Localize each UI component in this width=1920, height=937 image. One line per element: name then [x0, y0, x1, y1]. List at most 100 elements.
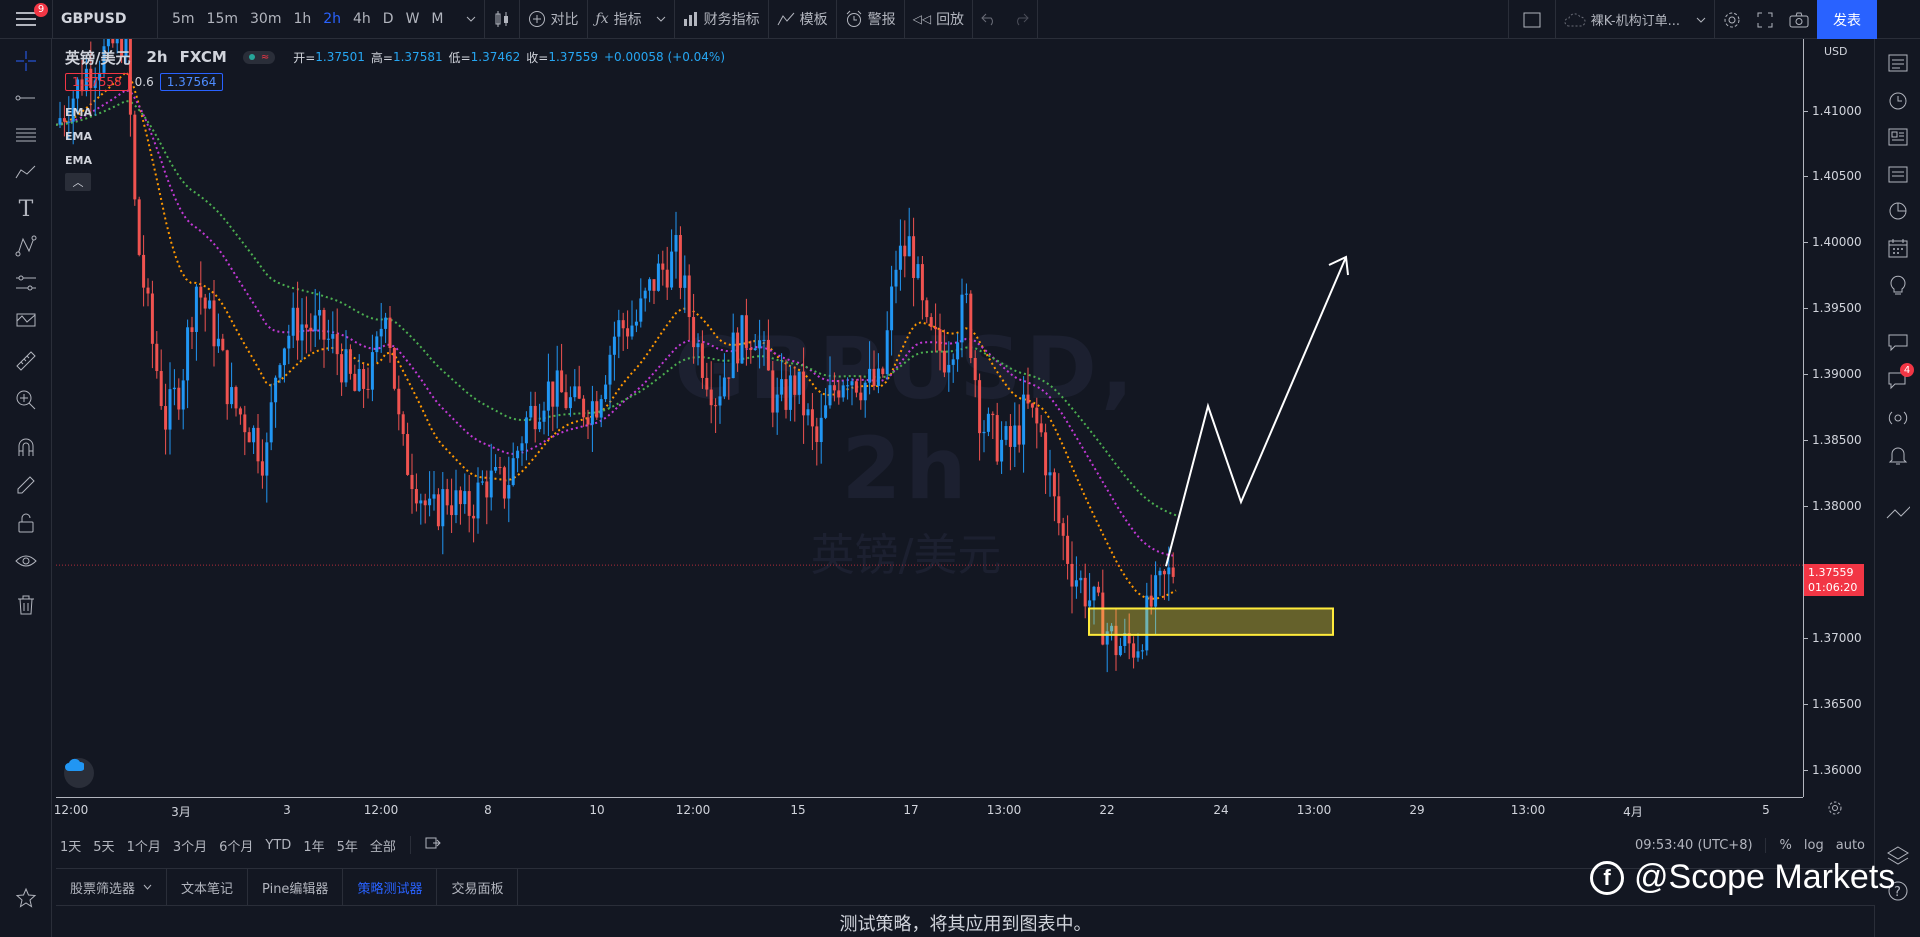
replay-button[interactable]: ◁◁ 回放	[905, 0, 972, 39]
ideas-button[interactable]	[1886, 273, 1910, 297]
range-1m[interactable]: 1个月	[126, 839, 161, 855]
delete-tool[interactable]	[14, 593, 38, 617]
chevron-down-icon	[656, 16, 665, 22]
goto-date-button[interactable]	[409, 836, 447, 854]
text-tool[interactable]: T	[14, 197, 38, 222]
data-window-button[interactable]	[1886, 162, 1910, 186]
layout-name-button[interactable]: 裸K-机构订单...	[1556, 0, 1714, 39]
candle-body	[106, 39, 110, 47]
ema-label[interactable]: EMA	[65, 130, 92, 143]
tab-trading-panel[interactable]: 交易面板	[437, 868, 519, 906]
tab-stock-screener[interactable]: 股票筛选器	[56, 868, 168, 906]
fib-tool[interactable]	[14, 123, 38, 147]
settings-button[interactable]	[1715, 0, 1749, 39]
watchlist-button[interactable]	[1886, 51, 1910, 75]
time-axis[interactable]: 12:00 3月 3 12:00 8 10 12:00 15 17 13:00 22 24 13:00 2…	[54, 797, 1803, 823]
interval-6[interactable]: D	[382, 11, 394, 27]
visibility-tool[interactable]	[14, 549, 38, 573]
candle-body	[80, 79, 84, 92]
publish-button[interactable]: 发表	[1817, 0, 1877, 39]
interval-4[interactable]: 2h	[323, 11, 342, 27]
chart-pane[interactable]: GBPUSD, 2h 英镑/美元 英镑/美元 2h FXCM ≈ 开= 1.375…	[56, 39, 1803, 797]
symbol-search-button[interactable]: GBPUSD	[61, 11, 127, 27]
interval-7[interactable]: W	[405, 11, 420, 27]
icons-tool[interactable]	[14, 308, 38, 332]
help-button[interactable]: ?	[1886, 879, 1910, 903]
redo-button[interactable]	[1005, 0, 1037, 39]
interval-5[interactable]: 4h	[353, 11, 371, 27]
news-button[interactable]	[1886, 125, 1910, 149]
chart-type-button[interactable]	[485, 0, 519, 39]
prediction-tool[interactable]	[14, 234, 38, 258]
pattern-tool[interactable]	[14, 160, 38, 184]
notifications-button[interactable]	[1886, 443, 1910, 467]
interval-8[interactable]: M	[431, 11, 444, 27]
interval-3[interactable]: 1h	[293, 11, 312, 27]
layout-grid-button[interactable]	[1509, 0, 1555, 39]
range-5y[interactable]: 5年	[336, 839, 358, 855]
cloud-sync-button[interactable]	[64, 758, 94, 788]
market-status-pill[interactable]: ≈	[242, 50, 276, 64]
price-tick: 1.38500	[1804, 433, 1862, 448]
timezone-clock[interactable]: 09:53:40 (UTC+8)	[1634, 837, 1753, 853]
compare-button[interactable]: 对比	[520, 0, 587, 39]
tab-text-notes[interactable]: 文本笔记	[167, 868, 249, 906]
range-1d[interactable]: 1天	[60, 839, 82, 855]
price-axis[interactable]: USD 1.41000 1.40500 1.40000 1.39500 1.39000 1…	[1803, 39, 1875, 797]
interval-2[interactable]: 30m	[250, 11, 282, 27]
favorites-button[interactable]	[14, 886, 38, 910]
chats-button[interactable]	[1886, 330, 1910, 354]
main-menu-button[interactable]: 9	[0, 0, 52, 39]
trendline-tool[interactable]	[14, 86, 38, 110]
fullscreen-button[interactable]	[1749, 0, 1781, 39]
ema-label[interactable]: EMA	[65, 106, 92, 119]
snapshot-button[interactable]	[1781, 0, 1817, 39]
stream-button[interactable]	[1886, 406, 1910, 430]
layers-button[interactable]	[1886, 844, 1910, 868]
range-ytd[interactable]: YTD	[265, 837, 292, 853]
candle-body	[590, 401, 594, 425]
buy-button[interactable]: 1.37564	[159, 73, 224, 91]
interval-1[interactable]: 15m	[206, 11, 238, 27]
private-chat-button[interactable]: 4	[1886, 363, 1914, 391]
financials-button[interactable]: 财务指标	[675, 0, 768, 39]
ema-label[interactable]: EMA	[65, 154, 92, 167]
tab-strategy-tester[interactable]: 策略测试器	[343, 868, 438, 906]
candle-body	[282, 348, 286, 366]
candle-body	[612, 336, 616, 355]
axis-settings-button[interactable]	[1827, 800, 1843, 820]
ruler-tool[interactable]	[14, 349, 38, 373]
collapse-legend-button[interactable]: ︿	[65, 173, 91, 191]
sell-button[interactable]: 1.37558	[65, 73, 129, 91]
undo-button[interactable]	[973, 0, 1005, 39]
currency-label[interactable]: USD	[1824, 45, 1848, 58]
range-5d[interactable]: 5天	[93, 839, 115, 855]
trading-button[interactable]	[1886, 501, 1910, 525]
legend-symbol-name[interactable]: 英镑/美元	[65, 48, 131, 67]
alert-button[interactable]: 警报	[837, 0, 904, 39]
zoom-tool[interactable]	[14, 388, 38, 412]
range-1y[interactable]: 1年	[303, 839, 325, 855]
draw-mode-tool[interactable]	[14, 473, 38, 497]
candle-body	[260, 461, 264, 476]
interval-dropdown[interactable]	[458, 0, 484, 39]
indicators-button[interactable]: ƒx 指标	[588, 0, 674, 39]
range-all[interactable]: 全部	[369, 839, 396, 855]
crosshair-tool[interactable]	[14, 49, 38, 73]
log-toggle[interactable]: log	[1803, 837, 1824, 853]
templates-button[interactable]: 模板	[769, 0, 836, 39]
shapes-tool[interactable]	[14, 271, 38, 295]
interval-0[interactable]: 5m	[172, 11, 195, 27]
ruler-icon	[16, 351, 36, 371]
candle-body	[771, 370, 775, 413]
calendar-button[interactable]	[1886, 236, 1910, 260]
tab-pine-editor[interactable]: Pine编辑器	[248, 868, 344, 906]
percent-toggle[interactable]: %	[1764, 837, 1798, 853]
auto-toggle[interactable]: auto	[1835, 837, 1865, 853]
range-6m[interactable]: 6个月	[219, 839, 254, 855]
magnet-tool[interactable]	[14, 435, 38, 459]
range-3m[interactable]: 3个月	[172, 839, 208, 855]
lock-tool[interactable]	[14, 511, 38, 535]
alerts-panel-button[interactable]	[1886, 88, 1910, 112]
hotlists-button[interactable]	[1886, 199, 1910, 223]
